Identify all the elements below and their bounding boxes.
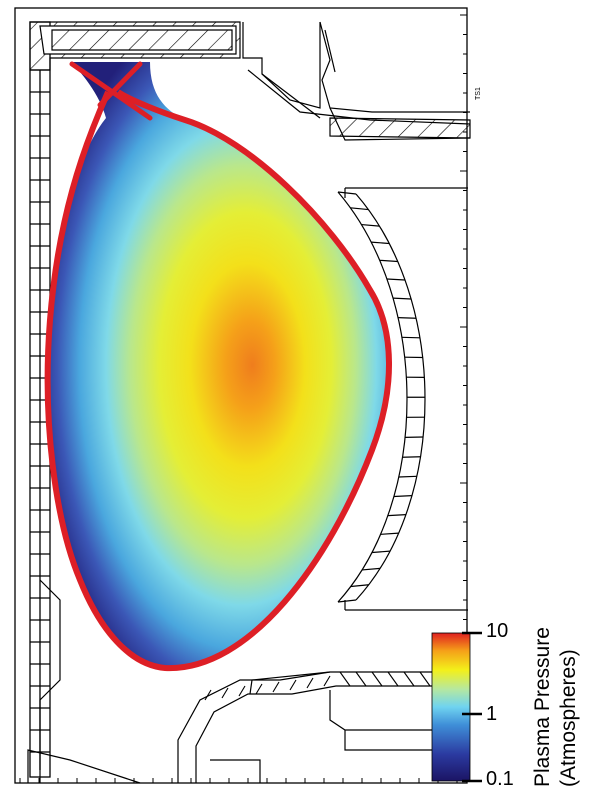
colorbar-title-line2: (Atmospheres) bbox=[557, 649, 580, 787]
colorbar-tick-10: 10 bbox=[486, 620, 508, 643]
shot-id-label: TS1 bbox=[470, 12, 484, 102]
frame-ticks-bottom bbox=[20, 778, 457, 783]
colorbar-tick-0-1: 0.1 bbox=[486, 768, 514, 791]
plasma-pressure-field bbox=[48, 62, 389, 668]
shot-id-text: TS1 bbox=[475, 87, 482, 100]
colorbar-title-line1: Plasma Pressure bbox=[531, 627, 554, 787]
colorbar-title: Plasma Pressure (Atmospheres) bbox=[525, 575, 585, 790]
colorbar bbox=[432, 633, 470, 781]
colorbar-tick-1: 1 bbox=[486, 703, 497, 726]
